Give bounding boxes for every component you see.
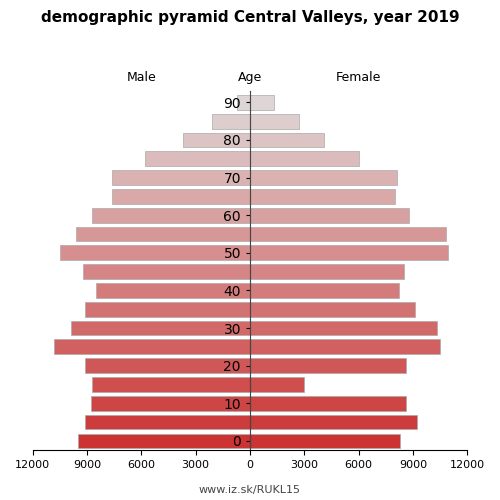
Bar xyxy=(183,132,250,148)
Bar xyxy=(250,152,358,166)
Bar xyxy=(250,358,406,373)
Bar xyxy=(250,414,416,430)
Bar xyxy=(60,246,250,260)
Bar xyxy=(92,208,250,222)
Bar xyxy=(250,264,404,279)
Bar xyxy=(96,283,250,298)
Bar xyxy=(54,340,250,354)
Bar xyxy=(250,340,440,354)
Bar xyxy=(212,114,250,128)
Bar xyxy=(250,226,446,242)
Bar xyxy=(145,152,250,166)
Bar xyxy=(250,170,397,185)
Bar xyxy=(85,358,250,373)
Bar xyxy=(78,434,250,448)
Bar xyxy=(250,302,415,316)
Bar xyxy=(250,189,395,204)
Bar xyxy=(70,320,250,336)
Bar xyxy=(84,264,250,279)
Bar xyxy=(85,414,250,430)
Bar xyxy=(250,95,274,110)
Bar xyxy=(250,208,410,222)
Bar xyxy=(112,170,250,185)
Bar xyxy=(250,434,400,448)
Bar xyxy=(250,283,398,298)
Bar xyxy=(238,95,250,110)
Bar xyxy=(250,377,304,392)
Bar xyxy=(250,396,406,410)
Text: Male: Male xyxy=(126,70,156,84)
Bar xyxy=(250,320,436,336)
Bar xyxy=(112,189,250,204)
Bar xyxy=(92,377,250,392)
Text: Female: Female xyxy=(336,70,382,84)
Bar xyxy=(250,132,324,148)
Bar xyxy=(250,114,299,128)
Text: Age: Age xyxy=(238,70,262,84)
Bar xyxy=(76,226,250,242)
Bar xyxy=(85,302,250,316)
Bar xyxy=(250,246,448,260)
Text: demographic pyramid Central Valleys, year 2019: demographic pyramid Central Valleys, yea… xyxy=(40,10,460,25)
Text: www.iz.sk/RUKL15: www.iz.sk/RUKL15 xyxy=(199,485,301,495)
Bar xyxy=(90,396,250,410)
